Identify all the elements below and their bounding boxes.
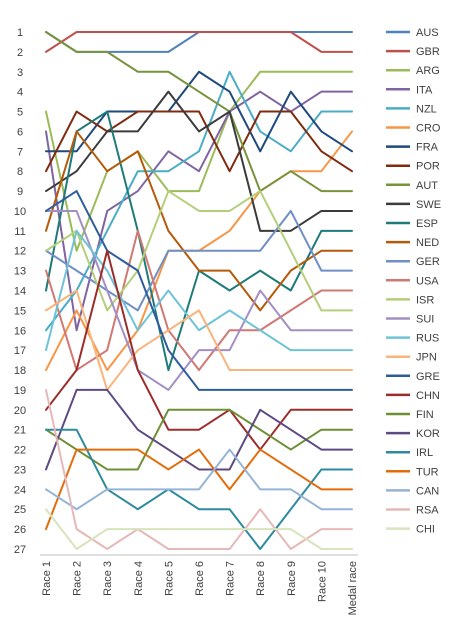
y-tick-label: 3 [17,67,23,79]
legend-label: CRO [416,123,441,135]
series-line-kor [45,388,353,471]
y-tick-label: 12 [14,246,26,258]
x-tick-label: Race 6 [194,561,206,596]
series-line-isr [45,190,353,312]
x-tick-label: Race 7 [225,561,237,596]
legend-label: NZL [416,103,437,115]
legend-label: USA [416,275,439,287]
legend-label: FRA [416,142,439,154]
legend-label: POR [416,161,440,173]
y-tick-label: 18 [14,365,26,377]
legend-label: JPN [416,352,437,364]
legend-label: ITA [416,84,433,96]
legend-label: TUR [416,466,439,478]
legend-label: AUS [416,27,439,39]
legend-label: RUS [416,333,439,345]
y-tick-label: 4 [17,87,23,99]
y-tick-label: 11 [14,226,25,238]
legend-label: GRE [416,371,440,383]
y-tick-label: 16 [14,325,26,337]
y-tick-label: 5 [17,107,23,119]
y-tick-label: 22 [14,445,26,457]
series-line-jpn [45,289,353,391]
legend-label: NED [416,237,439,249]
series-line-arg [45,70,353,252]
x-tick-label: Race 2 [72,561,84,596]
series-line-swe [45,90,353,232]
series-line-rsa [45,388,353,550]
x-tick-label: Race 10 [316,561,328,602]
series-line-can [45,448,353,511]
x-tick-label: Race 4 [133,561,145,596]
series-line-sui [45,209,353,391]
legend-label: SWE [416,199,441,211]
y-tick-label: 23 [14,464,26,476]
axes: 1234567891011121314151617181920212223242… [14,27,359,615]
x-tick-label: Race 3 [102,561,114,596]
legend-label: GBR [416,46,440,58]
legend-label: KOR [416,428,440,440]
x-tick-label: Race 1 [41,561,53,596]
legend-label: CAN [416,485,439,497]
x-tick-label: Race 9 [286,561,298,596]
y-tick-label: 1 [17,27,23,39]
y-tick-label: 26 [14,524,26,536]
x-tick-label: Medal race [347,561,359,615]
y-tick-label: 25 [14,504,26,516]
legend-label: SUI [416,314,434,326]
series-line-chi [45,508,353,550]
series-line-nzl [45,70,353,332]
y-tick-label: 14 [14,286,26,298]
legend: AUS GBR ARG ITA NZL CRO FRA POR AUT SWE ESP NED GER U… [386,27,441,536]
legend-label: AUT [416,180,438,192]
series-line-aut [45,31,353,193]
legend-label: ISR [416,294,434,306]
series-line-por [45,110,353,173]
y-tick-label: 20 [14,405,26,417]
y-tick-label: 10 [14,206,26,218]
series-line-ned [45,130,353,312]
x-tick-label: Race 5 [163,561,175,596]
legend-label: IRL [416,447,433,459]
y-tick-label: 6 [17,126,23,138]
y-tick-label: 2 [17,47,23,59]
y-tick-label: 13 [14,266,26,278]
y-tick-label: 24 [14,484,26,496]
series-line-gbr [45,31,353,53]
series-line-fin [45,408,353,471]
y-tick-label: 21 [14,425,26,437]
y-tick-label: 17 [14,345,26,357]
y-tick-label: 9 [17,186,23,198]
series-line-tur [45,448,353,531]
y-tick-label: 15 [14,305,26,317]
series-line-chn [45,249,353,451]
y-tick-label: 27 [14,544,26,556]
legend-label: GER [416,256,440,268]
series-lines [45,31,353,550]
series-line-gre [45,190,353,391]
series-line-rus [45,229,353,352]
legend-label: FIN [416,409,434,421]
x-tick-label: Race 8 [255,561,267,596]
legend-label: ARG [416,65,440,77]
legend-label: RSA [416,505,439,517]
legend-label: ESP [416,218,438,230]
y-tick-label: 8 [17,166,23,178]
y-tick-label: 7 [17,146,23,158]
legend-label: CHI [416,524,435,536]
legend-label: CHN [416,390,440,402]
y-tick-label: 19 [14,385,26,397]
